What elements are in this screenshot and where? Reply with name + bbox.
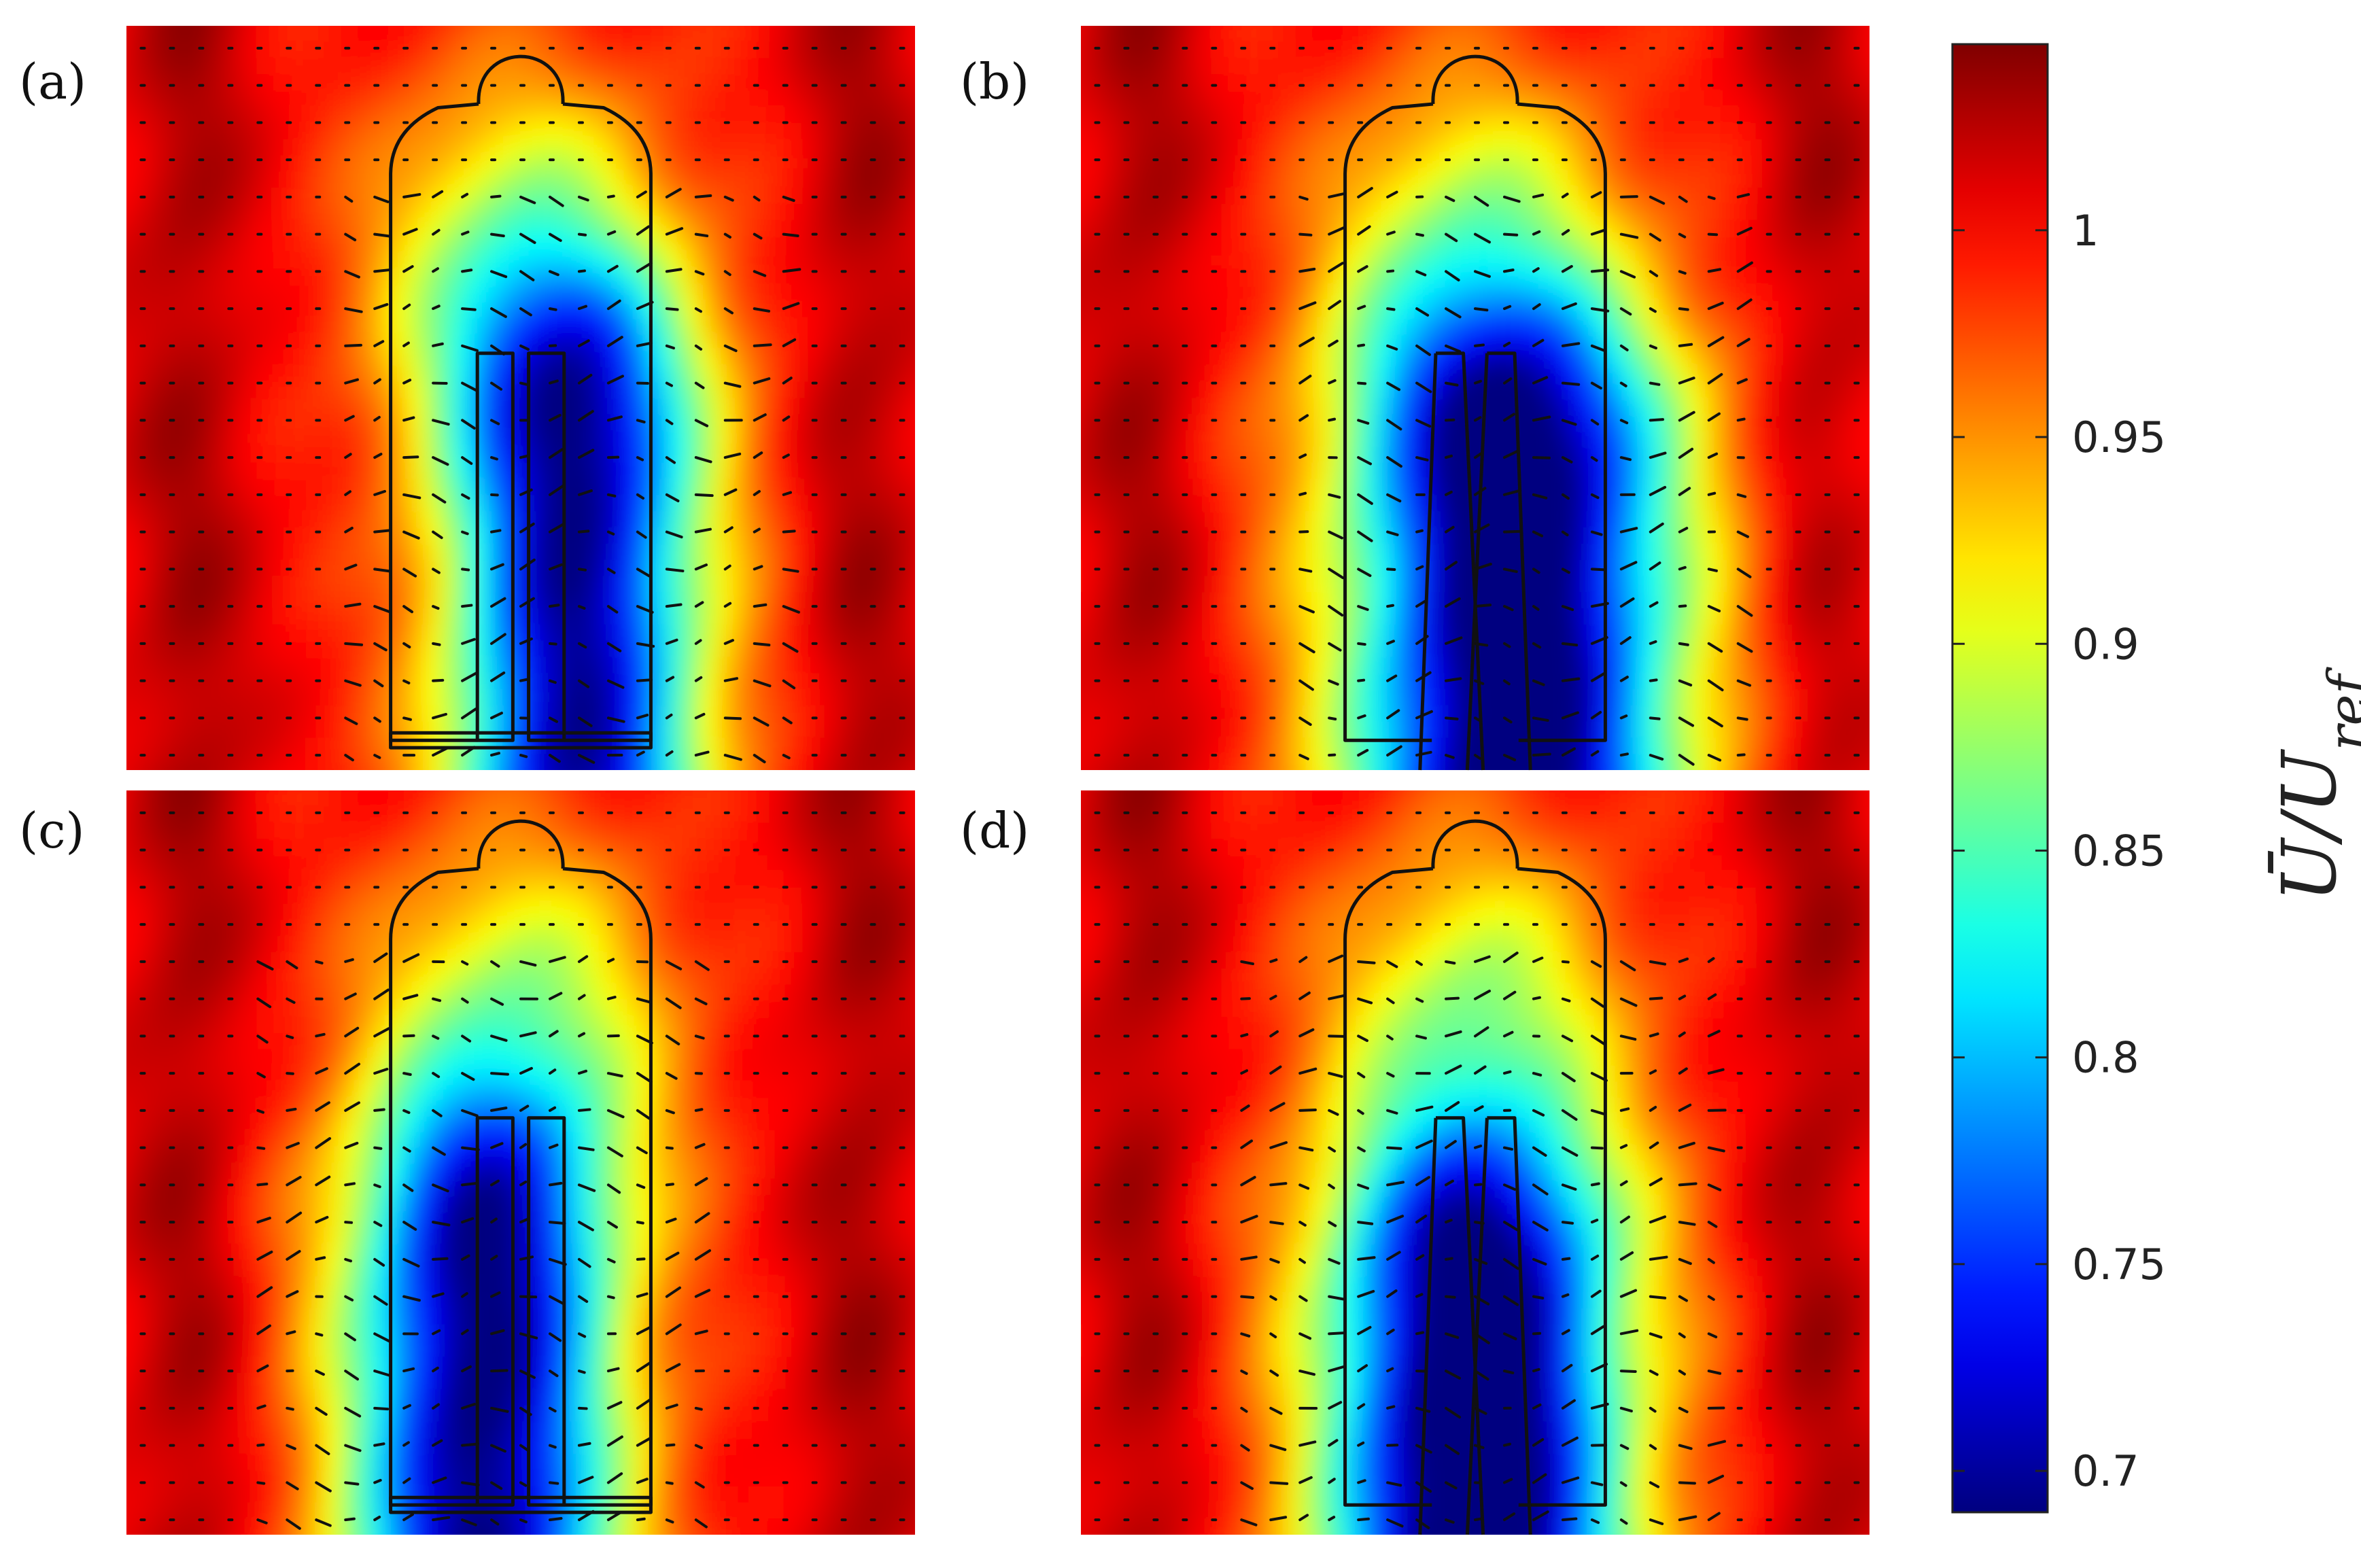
colorbar-title: Ū/Uref	[2266, 666, 2361, 902]
panels-group	[94, 0, 1903, 1565]
colorbar-tick-label: 1	[2072, 206, 2099, 256]
panel-label-c: (c)	[19, 802, 85, 859]
colorbar-tick-label: 0.9	[2072, 619, 2139, 669]
colorbar: 0.7 0.75 0.8 0.85 0.9 0.95 1 Ū/Uref	[1952, 44, 2361, 1512]
heatmap-field	[1048, 0, 1903, 803]
panel-c	[94, 758, 949, 1565]
panel-label-d: (d)	[960, 802, 1029, 859]
colorbar-tick-label: 0.8	[2072, 1033, 2139, 1083]
colorbar-tick-label: 0.95	[2072, 413, 2166, 462]
panel-d	[1048, 758, 1903, 1565]
heatmap-field	[94, 758, 949, 1565]
panel-label-a: (a)	[19, 53, 86, 110]
panel-a	[94, 0, 949, 803]
panel-label-b: (b)	[960, 53, 1029, 110]
colorbar-tick-label: 0.85	[2072, 826, 2166, 875]
panel-b	[1048, 0, 1903, 803]
heatmap-field	[1048, 758, 1903, 1565]
colorbar-tick-label: 0.75	[2072, 1240, 2166, 1289]
colorbar-tick-label: 0.7	[2072, 1446, 2139, 1496]
colorbar-gradient	[1952, 44, 2048, 1512]
heatmap-field	[94, 0, 949, 803]
